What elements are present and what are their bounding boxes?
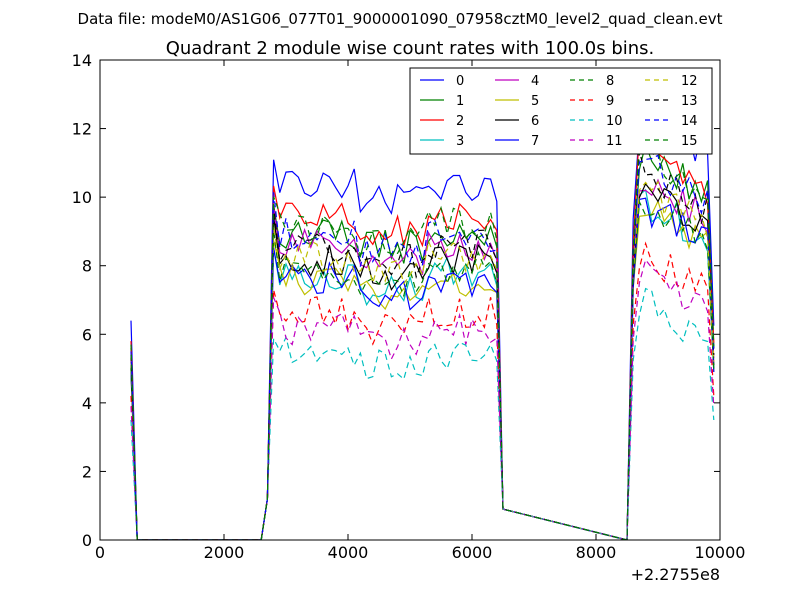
x-offset-label: +2.2755e8: [631, 565, 720, 584]
legend-label-4: 4: [531, 74, 539, 89]
series-line-11: [130, 258, 715, 540]
y-tick-label: 12: [72, 120, 92, 139]
axes-frame: [99, 59, 721, 541]
y-tick-label: 10: [72, 188, 92, 207]
y-tick-label: 6: [82, 325, 92, 344]
series-line-9: [130, 241, 715, 540]
series-line-6: [130, 182, 715, 540]
series-line-12: [130, 180, 715, 540]
x-tick-label: 10000: [695, 543, 746, 562]
y-tick-label: 2: [82, 462, 92, 481]
legend-label-5: 5: [531, 94, 539, 109]
series-line-13: [130, 151, 715, 540]
legend-label-14: 14: [681, 114, 698, 129]
series-line-0: [130, 96, 715, 540]
x-tick-label: 8000: [576, 543, 617, 562]
x-tick-label: 0: [95, 543, 105, 562]
legend-box: [409, 67, 713, 155]
legend-label-9: 9: [606, 94, 614, 109]
legend-label-2: 2: [456, 114, 464, 129]
x-tick-label: 4000: [328, 543, 369, 562]
x-tick-label: 6000: [452, 543, 493, 562]
y-tick-label: 8: [82, 257, 92, 276]
suptitle: Data file: modeM0/AS1G06_077T01_90000010…: [78, 10, 723, 29]
legend-label-1: 1: [456, 94, 464, 109]
legend-label-10: 10: [606, 114, 623, 129]
series-line-8: [130, 199, 715, 540]
y-tick-label: 0: [82, 531, 92, 550]
y-tick-label: 4: [82, 394, 92, 413]
legend-label-6: 6: [531, 114, 539, 129]
series-line-10: [130, 287, 715, 540]
legend-label-8: 8: [606, 74, 614, 89]
legend-label-0: 0: [456, 74, 464, 89]
legend-label-7: 7: [531, 134, 539, 149]
series-line-4: [130, 178, 715, 540]
chart-title: Quadrant 2 module wise count rates with …: [166, 38, 655, 59]
legend-label-13: 13: [681, 94, 698, 109]
series-line-1: [130, 142, 715, 540]
legend-label-15: 15: [681, 134, 698, 149]
legend-label-12: 12: [681, 74, 698, 89]
series-line-3: [130, 188, 715, 540]
series-line-7: [130, 197, 715, 540]
series-line-5: [130, 199, 715, 540]
legend-label-3: 3: [456, 134, 464, 149]
series-line-14: [130, 154, 715, 540]
series-line-15: [130, 135, 715, 540]
y-tick-label: 14: [72, 51, 92, 70]
legend-label-11: 11: [606, 134, 623, 149]
series-line-2: [130, 128, 715, 540]
x-tick-label: 2000: [204, 543, 245, 562]
series-layer: [130, 96, 715, 540]
